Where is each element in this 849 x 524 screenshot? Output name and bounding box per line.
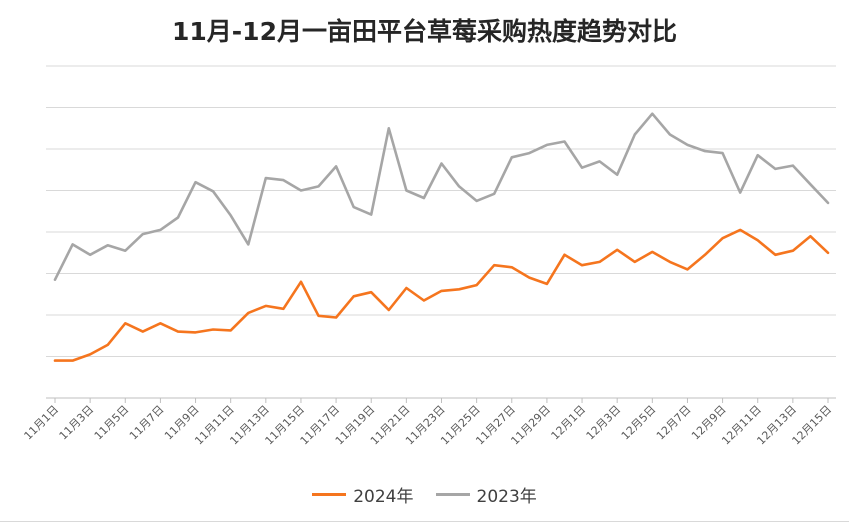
x-axis: 11月1日11月3日11月5日11月7日11月9日11月11日11月13日11月… (22, 397, 836, 447)
x-tick-label: 12月1日 (549, 403, 589, 443)
x-tick-label: 12月7日 (654, 403, 694, 443)
x-tick-label: 11月7日 (127, 403, 167, 443)
x-tick-label: 12月3日 (584, 403, 624, 443)
legend-item-2024: 2024年 (312, 482, 414, 507)
x-tick-label: 12月5日 (619, 403, 659, 443)
legend-item-2023: 2023年 (435, 482, 537, 507)
legend: 2024年 2023年 (0, 482, 849, 507)
series-lines (53, 112, 830, 362)
gridlines (46, 65, 836, 357)
x-tick-label: 11月1日 (22, 403, 62, 443)
x-tick-label: 11月3日 (57, 403, 97, 443)
legend-label-2023: 2023年 (476, 487, 537, 507)
series-line-2024 (53, 228, 830, 362)
legend-label-2024: 2024年 (353, 487, 414, 507)
legend-swatch-2023 (435, 493, 470, 496)
chart-title: 11月-12月一亩田平台草莓采购热度趋势对比 (172, 17, 677, 46)
x-tick-label: 11月5日 (92, 403, 132, 443)
bottom-divider (0, 521, 849, 522)
series-line-2023 (53, 112, 830, 282)
legend-swatch-2024 (312, 493, 347, 496)
